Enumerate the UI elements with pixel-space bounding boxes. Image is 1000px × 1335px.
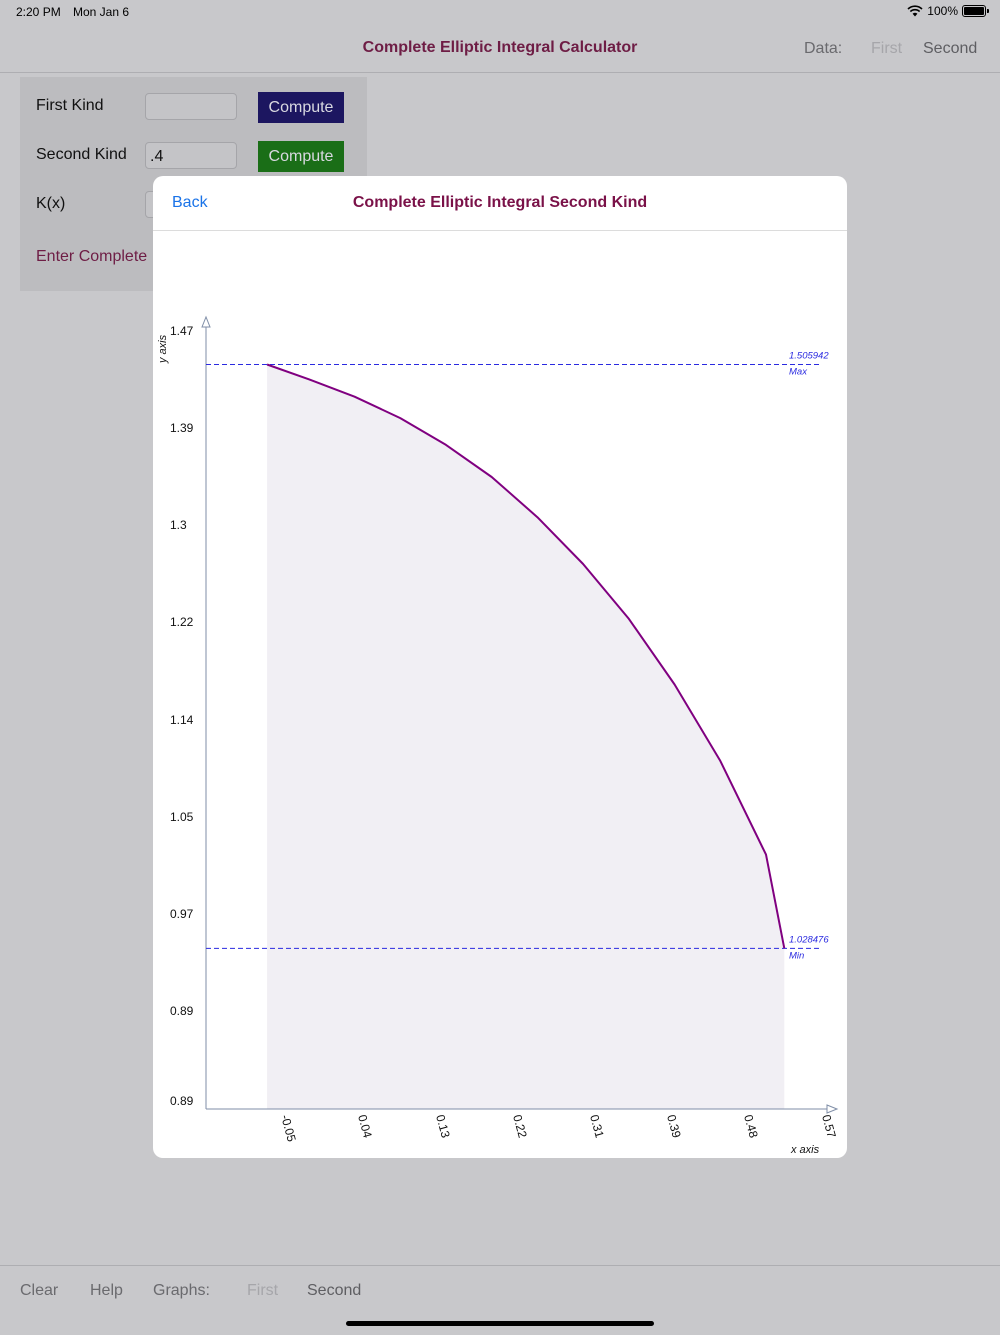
x-tick-label: 0.31 [587, 1113, 607, 1139]
compute-second-kind-button[interactable]: Compute [258, 141, 344, 172]
max-name-label: Max [789, 367, 808, 378]
page-title: Complete Elliptic Integral Calculator [362, 39, 638, 56]
modal-header: Back Complete Elliptic Integral Second K… [153, 176, 847, 231]
x-tick-label: 0.13 [433, 1113, 453, 1139]
x-axis-title: x axis [790, 1144, 820, 1156]
y-tick-label: 1.47 [170, 324, 194, 338]
x-tick-label: 0.39 [664, 1113, 684, 1139]
y-tick-label: 1.39 [170, 421, 194, 435]
nav-data-second-button[interactable]: Second [923, 40, 978, 57]
status-indicators: 100% [907, 4, 989, 18]
graphs-label: Graphs: [153, 1282, 210, 1299]
x-tick-label: 0.22 [510, 1113, 530, 1139]
y-tick-label: 0.89 [170, 1004, 194, 1018]
second-kind-label: Second Kind [36, 146, 127, 163]
nav-data-first-button[interactable]: First [871, 40, 903, 57]
min-name-label: Min [789, 950, 804, 961]
back-button[interactable]: Back [172, 194, 208, 211]
x-axis-arrow [826, 1104, 839, 1114]
y-axis-arrow [201, 315, 211, 328]
battery-percent: 100% [927, 4, 958, 18]
bottom-toolbar: Clear Help Graphs: First Second [0, 1265, 1000, 1335]
wifi-icon [907, 5, 923, 17]
area-fill [267, 364, 785, 1109]
y-tick-label: 0.89 [170, 1094, 194, 1108]
status-time: 2:20 PM [16, 5, 61, 19]
battery-icon [962, 5, 989, 17]
graph-second-button[interactable]: Second [307, 1282, 362, 1299]
status-bar: 2:20 PM Mon Jan 6 100% [0, 0, 1000, 24]
max-value-label: 1.505942 [789, 351, 829, 362]
kx-label: K(x) [36, 195, 66, 212]
y-tick-label: 1.14 [170, 713, 194, 727]
graph-first-button[interactable]: First [247, 1282, 279, 1299]
clear-button[interactable]: Clear [20, 1282, 59, 1299]
second-kind-input[interactable]: .4 [145, 142, 237, 169]
help-button[interactable]: Help [90, 1282, 123, 1299]
series-line [266, 363, 786, 949]
y-tick-label: 0.97 [170, 907, 194, 921]
x-tick-label: 0.04 [355, 1113, 375, 1139]
enter-instruction-text: Enter Complete [36, 248, 148, 265]
first-kind-label: First Kind [36, 97, 104, 114]
y-tick-label: 1.22 [170, 615, 194, 629]
x-tick-label: 0.57 [819, 1113, 839, 1139]
x-tick-label: -0.05 [278, 1113, 299, 1143]
elliptic-integral-chart: 0.89 0.89 0.97 1.05 1.14 1.22 1.3 1.39 1.47 -0.05… [157, 315, 839, 1156]
nav-data-label: Data: [804, 40, 843, 57]
y-axis-title: y axis [157, 334, 169, 364]
first-kind-input[interactable] [145, 93, 237, 120]
y-tick-label: 1.3 [170, 518, 187, 532]
graph-modal: Back Complete Elliptic Integral Second K… [153, 176, 847, 1158]
min-value-label: 1.028476 [789, 934, 829, 945]
x-tick-label: 0.48 [741, 1113, 761, 1139]
modal-title: Complete Elliptic Integral Second Kind [352, 194, 648, 211]
home-indicator [346, 1321, 654, 1326]
compute-first-kind-button[interactable]: Compute [258, 92, 344, 123]
y-tick-label: 1.05 [170, 810, 194, 824]
navigation-bar: Complete Elliptic Integral Calculator Da… [0, 24, 1000, 73]
status-date: Mon Jan 6 [73, 5, 130, 19]
